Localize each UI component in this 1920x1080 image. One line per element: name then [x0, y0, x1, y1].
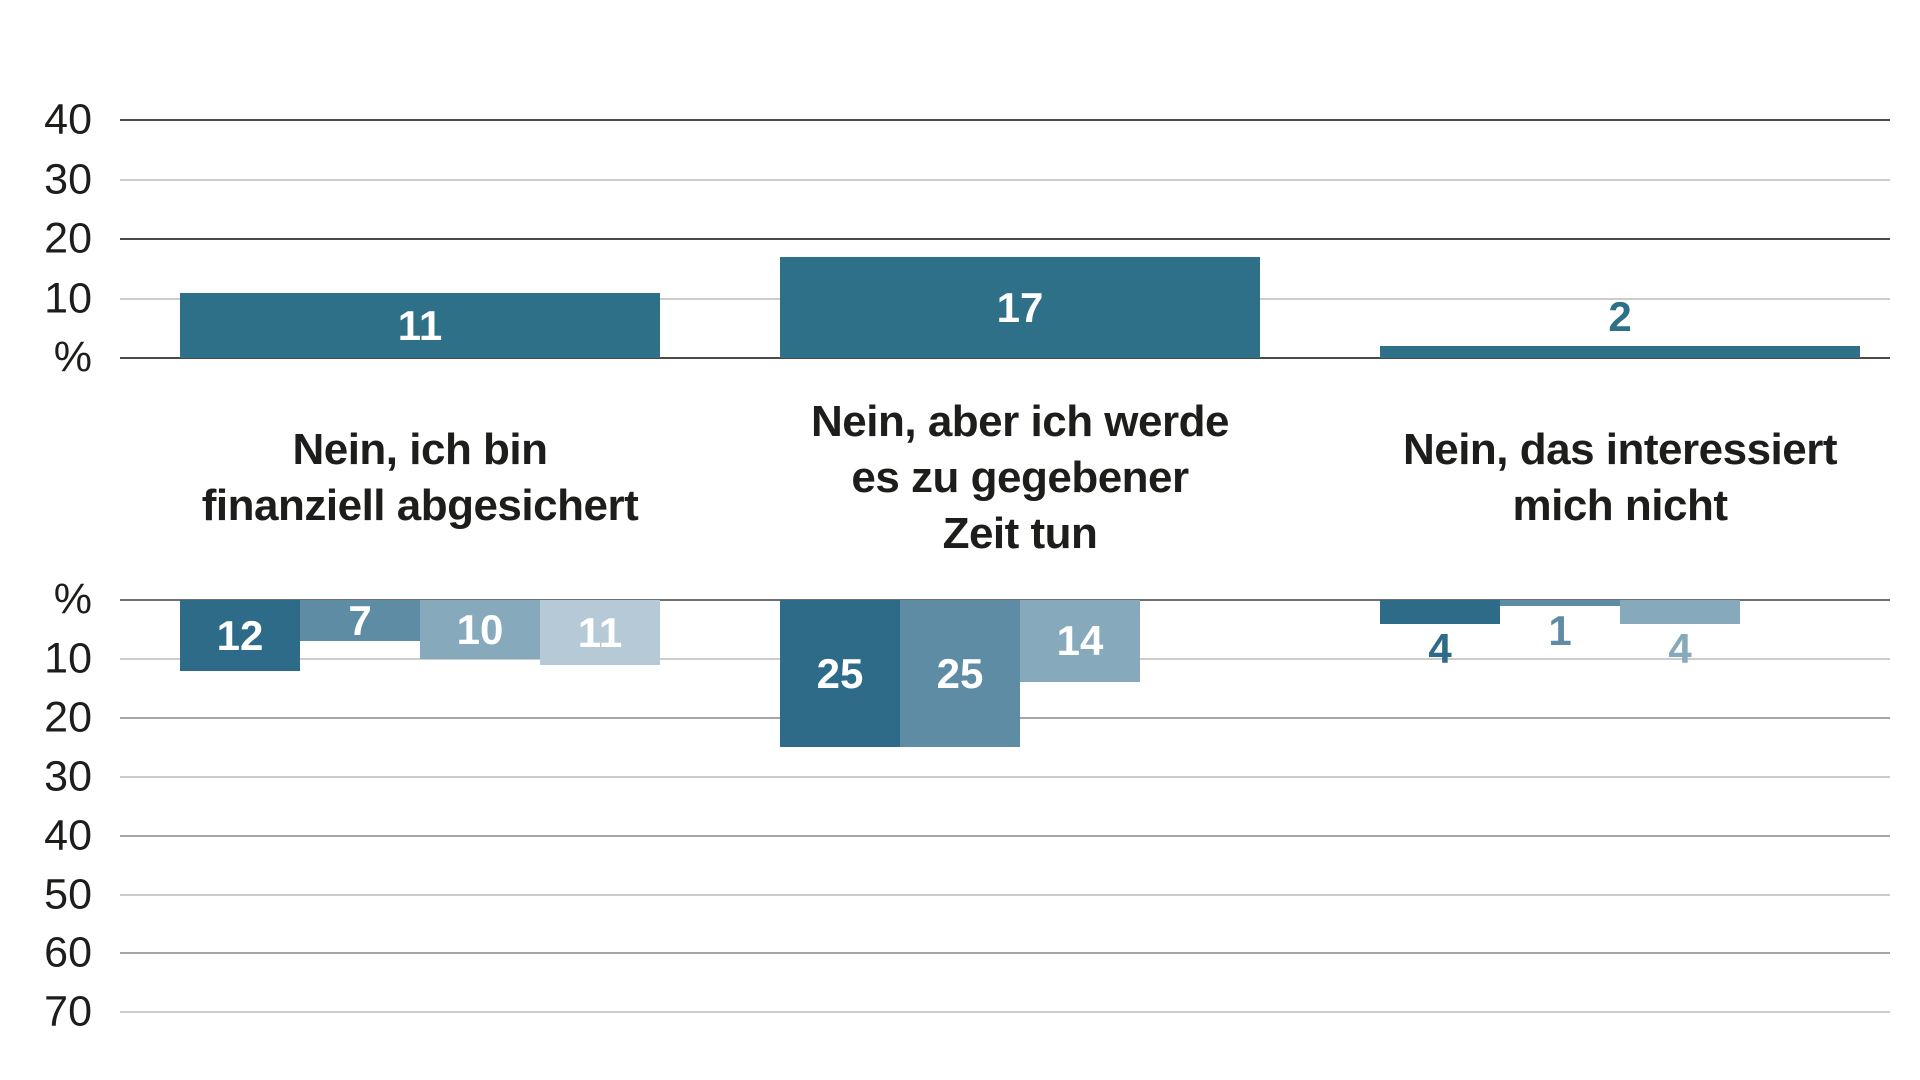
upper-gridline-40	[120, 119, 1890, 121]
lower-gridline-40	[120, 834, 1890, 837]
lower-axis-tick-20: 20	[44, 693, 92, 742]
lower-axis-unit-label: %	[53, 575, 92, 624]
lower-gridline-70	[120, 1011, 1890, 1014]
top-bar-value-label: 11	[397, 301, 443, 349]
category-label-line: Nein, ich bin	[292, 425, 548, 474]
lower-gridline-60	[120, 952, 1890, 955]
category-label-line: finanziell abgesichert	[201, 481, 639, 530]
category-label-1: Nein, ich bin finanziell abgesichert	[120, 422, 720, 534]
upper-gridline-0	[120, 357, 1890, 359]
bottom-bar-series-2-cat1	[300, 600, 420, 641]
top-bar-value-label: 17	[996, 283, 1044, 331]
lower-axis-tick-30: 30	[44, 752, 92, 801]
bottom-bar-value-label: 11	[577, 608, 623, 656]
lower-axis-tick-40: 40	[44, 811, 92, 860]
category-label-line: mich nicht	[1512, 481, 1728, 530]
bottom-bar-series-3-cat3	[1620, 600, 1740, 624]
bottom-bar-series-1-darkest-cat1	[180, 600, 300, 671]
upper-gridline-20	[120, 238, 1890, 240]
lower-gridline-30	[120, 775, 1890, 778]
bottom-bar-value-label: 14	[1056, 617, 1104, 664]
bottom-bar-value-label: 4	[1428, 625, 1452, 672]
upper-axis-tick-40: 40	[44, 95, 92, 144]
bottom-bar-series-2-cat2	[900, 600, 1020, 747]
lower-axis-tick-60: 60	[44, 928, 92, 977]
bottom-bar-series-1-darkest-cat3	[1380, 600, 1500, 624]
bottom-bar-value-label: 25	[936, 649, 984, 697]
top-bar-value-label: 2	[1608, 293, 1632, 340]
category-label-line: Nein, aber ich werde	[811, 397, 1229, 446]
bottom-bar-series-4-lightest-cat1	[540, 600, 660, 665]
upper-gridline-30	[120, 178, 1890, 181]
top-bar-1	[180, 293, 660, 358]
lower-axis-tick-10: 10	[44, 634, 92, 683]
bottom-bar-value-label: 12	[216, 611, 264, 659]
top-bar-2	[780, 257, 1260, 358]
category-label-2: Nein, aber ich werde es zu gegebener Zeit …	[720, 394, 1320, 562]
upper-axis-unit-label: %	[53, 333, 92, 382]
category-label-line: es zu gegebener	[851, 453, 1189, 502]
category-label-line: Nein, das interessiert	[1402, 425, 1838, 474]
category-label-3: Nein, das interessiert mich nicht	[1320, 422, 1920, 534]
bottom-bar-series-2-cat3	[1500, 600, 1620, 606]
bottom-bar-series-3-cat1	[420, 600, 540, 659]
bottom-bar-series-3-cat2	[1020, 600, 1140, 682]
bottom-bar-series-1-darkest-cat2	[780, 600, 900, 747]
lower-axis-tick-50: 50	[44, 870, 92, 918]
bottom-bar-value-label: 25	[816, 649, 864, 697]
upper-axis-tick-10: 10	[44, 274, 92, 322]
category-label-line: Zeit tun	[942, 509, 1098, 558]
bottom-bar-value-label: 1	[1548, 607, 1572, 654]
upper-axis-tick-30: 30	[44, 155, 92, 203]
top-bar-3	[1380, 346, 1860, 358]
upper-axis-tick-20: 20	[44, 214, 92, 263]
bottom-bar-value-label: 4	[1668, 625, 1692, 672]
bottom-bar-value-label: 7	[348, 596, 372, 644]
lower-axis-tick-70: 70	[44, 987, 92, 1036]
bottom-bar-value-label: 10	[456, 605, 504, 653]
lower-gridline-50	[120, 893, 1890, 896]
